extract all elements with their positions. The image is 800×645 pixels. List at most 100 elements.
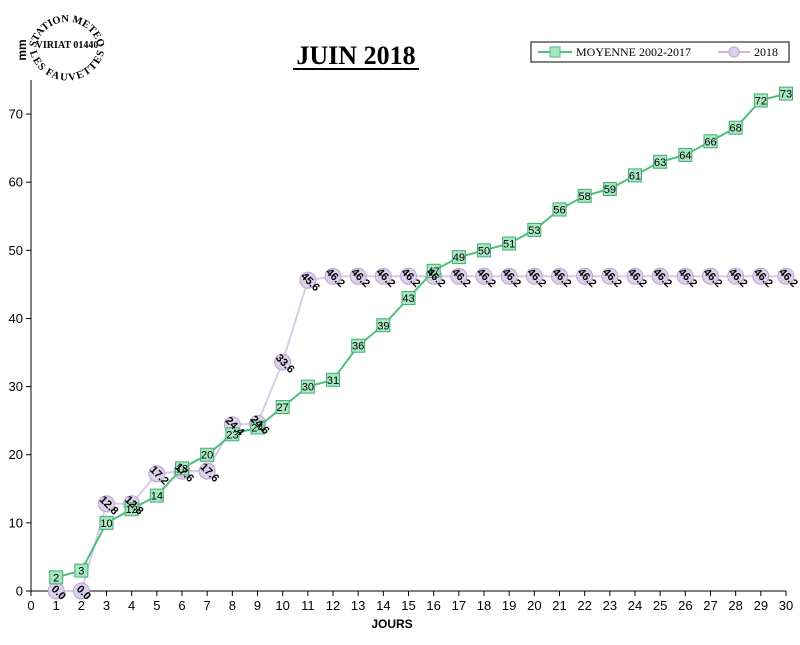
x-tick-label: 7 bbox=[204, 598, 211, 613]
x-tick-label: 15 bbox=[401, 598, 415, 613]
series-2018-point bbox=[727, 267, 745, 285]
series-average-point bbox=[300, 379, 315, 394]
series-average-point bbox=[502, 236, 517, 251]
series-average-data-label: 43 bbox=[402, 293, 414, 305]
x-axis-title: JOURS bbox=[371, 617, 412, 631]
x-tick-label: 21 bbox=[552, 598, 566, 613]
x-tick-label: 6 bbox=[178, 598, 185, 613]
series-2018-point bbox=[450, 267, 468, 285]
series-average-point bbox=[426, 263, 441, 278]
series-average-point bbox=[602, 182, 617, 197]
series-average-point bbox=[250, 420, 265, 435]
x-tick-label: 26 bbox=[678, 598, 692, 613]
x-tick-label: 20 bbox=[527, 598, 541, 613]
series-average-point bbox=[678, 147, 693, 162]
series-average-data-label: 50 bbox=[478, 245, 490, 257]
series-average-line bbox=[55, 92, 787, 579]
series-average-data-label: 66 bbox=[704, 136, 716, 148]
series-2018-data-label: 46.2 bbox=[776, 266, 800, 290]
series-average-data-label: 23 bbox=[226, 429, 238, 441]
series-2018-point bbox=[324, 267, 342, 285]
series-average-data-label: 36 bbox=[352, 341, 364, 353]
series-average-point bbox=[728, 120, 743, 135]
series-average-point bbox=[628, 168, 642, 183]
series-2018-point bbox=[148, 465, 166, 483]
chart-title: JUIN 2018 bbox=[296, 41, 415, 70]
x-tick-label: 13 bbox=[351, 598, 365, 613]
series-average-point bbox=[175, 461, 189, 476]
series-average-data-label: 18 bbox=[176, 463, 188, 475]
series-2018-point bbox=[601, 267, 619, 285]
series-2018-data-label: 46.2 bbox=[474, 266, 498, 290]
series-2018-line bbox=[56, 275, 786, 592]
series-average-point bbox=[401, 291, 416, 306]
y-tick-label: 20 bbox=[9, 447, 23, 462]
y-tick-label: 60 bbox=[9, 175, 23, 190]
series-2018-point bbox=[777, 267, 795, 285]
series-average-point bbox=[779, 86, 793, 101]
series-2018-data-label: 46.2 bbox=[650, 266, 674, 290]
series-2018-data-label: 46.2 bbox=[374, 266, 398, 290]
series-2018-data-label: 46.2 bbox=[625, 266, 649, 290]
series-2018-point bbox=[475, 267, 493, 285]
series-average-data-label: 58 bbox=[579, 191, 591, 203]
x-tick-label: 27 bbox=[703, 598, 717, 613]
series-2018-point bbox=[72, 582, 90, 600]
x-tick-label: 16 bbox=[426, 598, 440, 613]
series-average-data-label: 49 bbox=[453, 252, 465, 264]
x-tick-label: 24 bbox=[628, 598, 642, 613]
series-2018-point bbox=[500, 267, 518, 285]
series-2018-data-label: 46.2 bbox=[499, 266, 523, 290]
series-2018-data-label: 46.2 bbox=[751, 266, 775, 290]
series-average-point bbox=[552, 202, 567, 217]
x-tick-label: 9 bbox=[254, 598, 261, 613]
series-layer: 0.0 0.012.8 12.817.2 17.6 17.624.4 24.633.645… bbox=[47, 86, 800, 603]
series-2018-data-label: 46.2 bbox=[575, 266, 599, 290]
x-ticks: 0 1 2 3 4 5 6 7 8 9 10 11 12 13 14 15 16 17 18 19 20 21 22 23 24… bbox=[27, 591, 793, 613]
series-2018-data-label: 46.2 bbox=[348, 266, 372, 290]
series-average-data-label: 14 bbox=[151, 491, 163, 503]
series-average-point bbox=[653, 154, 668, 169]
series-average-point bbox=[703, 134, 718, 149]
series-2018-point bbox=[274, 353, 292, 371]
y-tick-label: 10 bbox=[9, 515, 23, 530]
legend-label-average: MOYENNE 2002-2017 bbox=[576, 45, 691, 59]
x-tick-label: 14 bbox=[376, 598, 390, 613]
series-average-data-label: 2 bbox=[53, 572, 59, 584]
series-2018-point bbox=[626, 267, 644, 285]
series-2018-point bbox=[651, 267, 669, 285]
x-tick-label: 23 bbox=[603, 598, 617, 613]
series-average-data-label: 30 bbox=[302, 382, 314, 394]
series-2018-data-label: 33.6 bbox=[273, 352, 297, 376]
series-average-point bbox=[376, 318, 391, 333]
series-average-data-label: 59 bbox=[604, 184, 616, 196]
x-tick-label: 19 bbox=[502, 598, 516, 613]
series-average-point bbox=[99, 515, 114, 530]
series-average-data-label: 3 bbox=[78, 566, 84, 578]
y-tick-label: 50 bbox=[9, 243, 23, 258]
series-average-data-label: 47 bbox=[428, 266, 440, 278]
series-average-point bbox=[200, 447, 215, 462]
series-2018-point bbox=[576, 267, 594, 285]
series-2018-point bbox=[752, 267, 770, 285]
series-2018-point bbox=[98, 495, 115, 513]
series-2018-point bbox=[349, 267, 367, 285]
series-average-point bbox=[149, 488, 164, 503]
series-average-point bbox=[477, 243, 491, 258]
series-average-point bbox=[326, 372, 340, 387]
series-average-data-label: 39 bbox=[377, 320, 389, 332]
x-tick-label: 25 bbox=[653, 598, 667, 613]
y-axis-title: mm bbox=[15, 39, 29, 60]
x-tick-label: 11 bbox=[301, 598, 315, 613]
x-tick-label: 10 bbox=[275, 598, 289, 613]
series-2018-data-label: 46.2 bbox=[726, 266, 750, 290]
logo-arc-bottom-text: LES FAUVETTES bbox=[27, 49, 107, 84]
legend-marker-2018 bbox=[728, 46, 740, 58]
series-average-point bbox=[275, 400, 290, 415]
y-ticks: 0 10 20 30 40 50 60 70 bbox=[9, 107, 31, 599]
x-tick-label: 30 bbox=[779, 598, 793, 613]
series-2018-data-label: 46.2 bbox=[323, 266, 347, 290]
series-2018-data-label: 46.2 bbox=[701, 266, 725, 290]
series-2018-point bbox=[400, 267, 417, 285]
